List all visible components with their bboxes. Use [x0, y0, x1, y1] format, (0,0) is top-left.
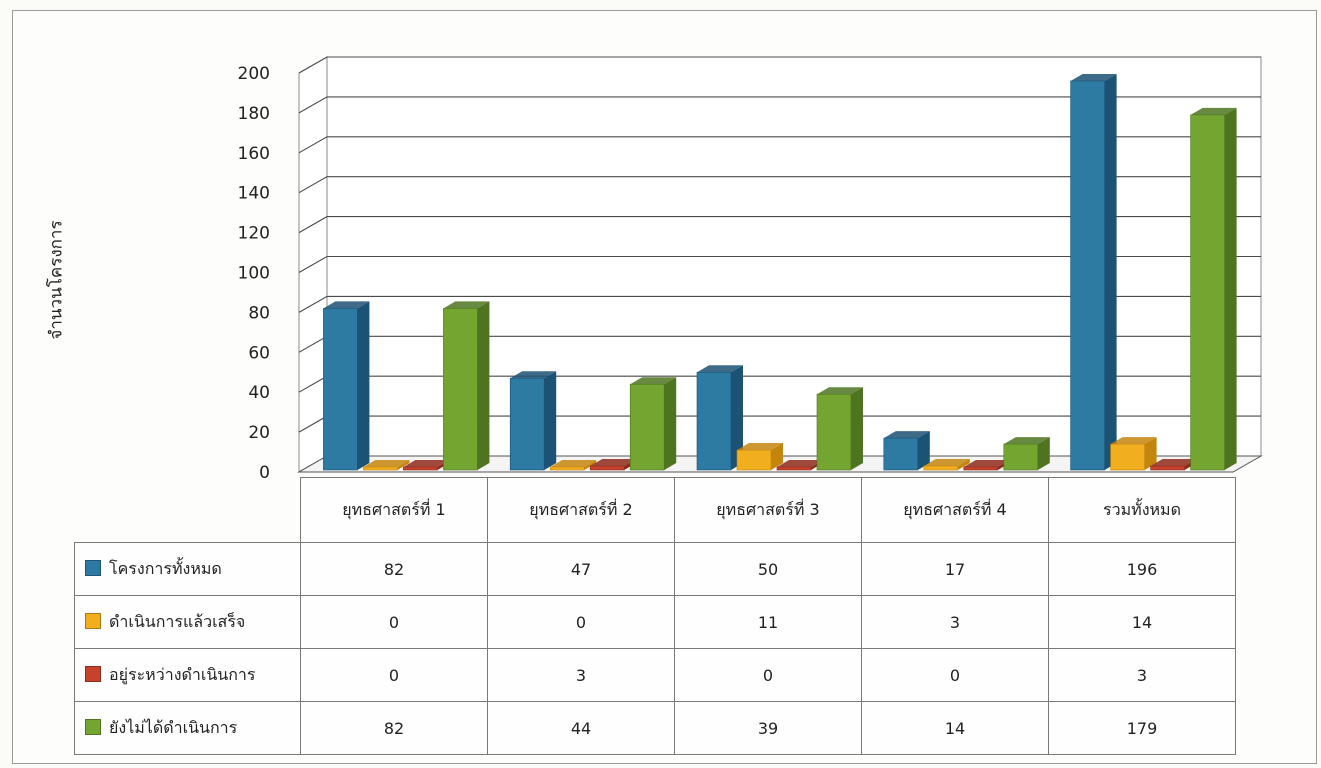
bar — [1071, 81, 1105, 470]
bar — [590, 466, 624, 470]
bar — [403, 467, 437, 470]
table-cell: 0 — [488, 596, 675, 649]
data-table-corner — [75, 478, 301, 543]
category-label: รวมทั้งหมด — [1049, 478, 1236, 543]
legend-key — [85, 719, 101, 735]
legend-key — [85, 613, 101, 629]
legend-key — [85, 560, 101, 576]
series-legend-cell: ดำเนินการแล้วเสร็จ — [75, 596, 301, 649]
category-label: ยุทธศาสตร์ที่ 3 — [675, 478, 862, 543]
data-table-header-row: ยุทธศาสตร์ที่ 1 ยุทธศาสตร์ที่ 2 ยุทธศาสต… — [75, 478, 1236, 543]
table-cell: 179 — [1049, 702, 1236, 755]
bar — [443, 308, 477, 470]
table-row: ดำเนินการแล้วเสร็จ 0 0 11 3 14 — [75, 596, 1236, 649]
y-tick-label: 40 — [248, 383, 270, 403]
y-tick-label: 100 — [238, 264, 270, 284]
y-tick-label: 160 — [238, 144, 270, 164]
table-cell: 82 — [301, 702, 488, 755]
bar-side — [1105, 74, 1117, 470]
bar-side — [664, 377, 676, 470]
table-cell: 44 — [488, 702, 675, 755]
y-axis-label: จำนวนโครงการ — [43, 220, 70, 339]
series-name: ดำเนินการแล้วเสร็จ — [109, 612, 245, 631]
table-cell: 17 — [862, 543, 1049, 596]
bar — [1191, 115, 1225, 470]
series-name: โครงการทั้งหมด — [109, 559, 222, 578]
table-cell: 82 — [301, 543, 488, 596]
table-cell: 196 — [1049, 543, 1236, 596]
bar — [510, 378, 544, 470]
table-row: โครงการทั้งหมด 82 47 50 17 196 — [75, 543, 1236, 596]
table-cell: 50 — [675, 543, 862, 596]
series-legend-cell: ยังไม่ได้ดำเนินการ — [75, 702, 301, 755]
bar — [884, 438, 918, 470]
bar-side — [1225, 108, 1237, 470]
y-tick-label: 20 — [248, 423, 270, 443]
bar — [924, 466, 958, 470]
table-cell: 0 — [675, 649, 862, 702]
bar-side — [477, 301, 489, 470]
bar — [363, 467, 397, 470]
bar-side — [357, 301, 369, 470]
bar — [1111, 444, 1145, 470]
series-legend-cell: อยู่ระหว่างดำเนินการ — [75, 649, 301, 702]
category-label: ยุทธศาสตร์ที่ 4 — [862, 478, 1049, 543]
y-tick-label: 60 — [248, 343, 270, 363]
y-tick-label: 80 — [248, 303, 270, 323]
bar — [323, 308, 357, 470]
data-table: ยุทธศาสตร์ที่ 1 ยุทธศาสตร์ที่ 2 ยุทธศาสต… — [74, 477, 1236, 755]
bar — [630, 384, 664, 470]
table-cell: 3 — [862, 596, 1049, 649]
table-row: ยังไม่ได้ดำเนินการ 82 44 39 14 179 — [75, 702, 1236, 755]
series-name: อยู่ระหว่างดำเนินการ — [109, 665, 255, 684]
table-cell: 14 — [1049, 596, 1236, 649]
y-tick-label: 140 — [238, 184, 270, 204]
series-name: ยังไม่ได้ดำเนินการ — [109, 718, 237, 737]
bar — [737, 450, 771, 470]
y-tick-label: 200 — [238, 64, 270, 84]
table-row: อยู่ระหว่างดำเนินการ 0 3 0 0 3 — [75, 649, 1236, 702]
bar — [1151, 466, 1185, 470]
table-cell: 0 — [862, 649, 1049, 702]
bar — [550, 467, 584, 470]
legend-key — [85, 666, 101, 682]
bar — [1004, 444, 1038, 470]
table-cell: 47 — [488, 543, 675, 596]
category-label: ยุทธศาสตร์ที่ 2 — [488, 478, 675, 543]
y-tick-label: 120 — [238, 224, 270, 244]
bar — [777, 467, 811, 470]
bar-side — [851, 387, 863, 470]
table-cell: 39 — [675, 702, 862, 755]
bar — [817, 394, 851, 470]
bar — [697, 372, 731, 470]
table-cell: 14 — [862, 702, 1049, 755]
table-cell: 0 — [301, 649, 488, 702]
table-cell: 3 — [488, 649, 675, 702]
bar — [964, 467, 998, 470]
table-cell: 11 — [675, 596, 862, 649]
bar-side — [544, 371, 556, 470]
y-tick-label: 180 — [238, 104, 270, 124]
table-cell: 0 — [301, 596, 488, 649]
category-label: ยุทธศาสตร์ที่ 1 — [301, 478, 488, 543]
series-legend-cell: โครงการทั้งหมด — [75, 543, 301, 596]
table-cell: 3 — [1049, 649, 1236, 702]
